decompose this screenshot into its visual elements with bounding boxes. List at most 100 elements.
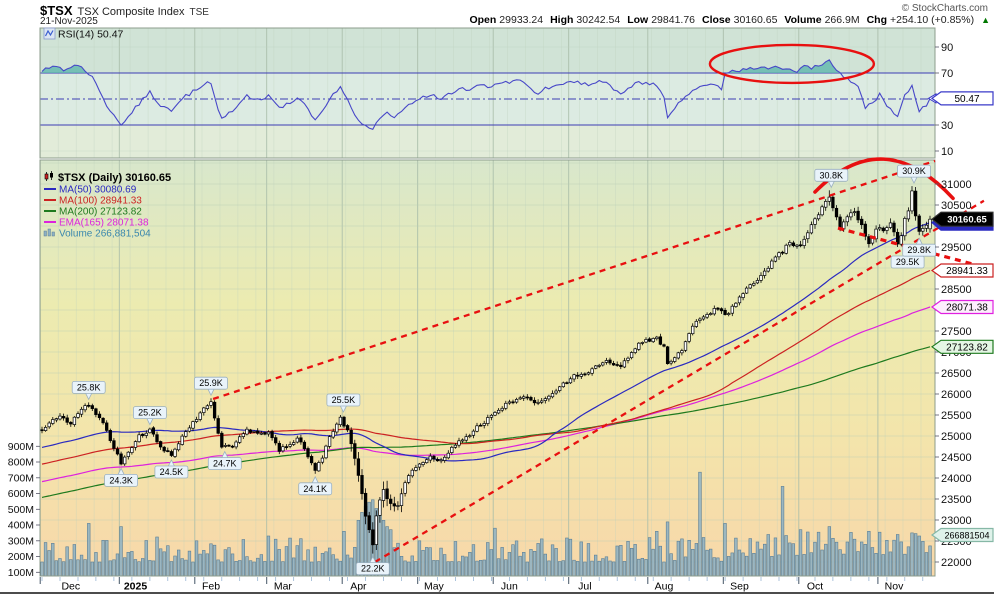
rsi-legend: RSI(14) 50.47 xyxy=(43,27,124,41)
svg-text:24500: 24500 xyxy=(941,452,972,464)
ma100-line xyxy=(41,269,931,465)
svg-text:30160.65: 30160.65 xyxy=(947,215,987,226)
price-callout: 30.9K xyxy=(897,164,931,184)
ma200-legend-label: MA(200) 27123.82 xyxy=(59,207,142,218)
svg-text:22000: 22000 xyxy=(941,557,972,569)
main-panel-border xyxy=(39,159,936,577)
axis-value-tag: 28941.33 xyxy=(930,263,994,278)
rsi-legend-label: RSI(14) 50.47 xyxy=(58,29,124,41)
svg-text:50.47: 50.47 xyxy=(954,94,979,105)
svg-text:26500: 26500 xyxy=(941,368,972,380)
svg-text:25.5K: 25.5K xyxy=(332,395,356,405)
svg-text:27123.82: 27123.82 xyxy=(946,342,988,353)
quote-close: Close 30160.65 xyxy=(702,14,778,26)
svg-text:25.8K: 25.8K xyxy=(77,382,101,392)
chart-layers-over: 25.8K 25.2K 24.3K 24.5K 25.9K 24.7K 24.1K 25.5K… xyxy=(8,42,994,593)
svg-text:25500: 25500 xyxy=(941,410,972,422)
month-labels: Dec 2025 Feb Mar Apr May Jun Jul Aug Sep Oct Nov xyxy=(61,581,904,593)
price-callout: 25.8K xyxy=(71,380,106,401)
ema165-line xyxy=(41,306,931,483)
price-callout: 24.5K xyxy=(154,459,189,479)
ema165-legend-label: EMA(165) 28071.38 xyxy=(59,218,149,229)
svg-text:29500: 29500 xyxy=(941,242,972,254)
svg-text:Aug: Aug xyxy=(655,581,674,593)
svg-text:100M: 100M xyxy=(8,567,34,579)
price-callout: 25.9K xyxy=(194,376,228,397)
svg-text:30.9K: 30.9K xyxy=(902,166,926,176)
svg-text:31000: 31000 xyxy=(941,179,972,191)
svg-text:28941.33: 28941.33 xyxy=(946,266,988,277)
axis-value-tag: 30160.65 xyxy=(931,211,994,227)
svg-text:29.5K: 29.5K xyxy=(896,257,920,267)
price-callout: 30.8K xyxy=(814,168,849,189)
price-callout: 22.2K xyxy=(355,555,390,575)
svg-text:Dec: Dec xyxy=(61,581,80,593)
ma100-legend-label: MA(100) 28941.33 xyxy=(59,196,142,207)
svg-text:May: May xyxy=(424,581,445,593)
candlestick-icon xyxy=(44,171,53,181)
quote-low: Low 29841.76 xyxy=(627,14,696,26)
price-callout: 25.5K xyxy=(326,393,361,413)
price-callout: 24.3K xyxy=(104,467,138,487)
svg-text:24.5K: 24.5K xyxy=(160,467,184,477)
axis-value-tag: 27123.82 xyxy=(930,339,994,354)
svg-text:200M: 200M xyxy=(8,551,34,563)
svg-text:25.2K: 25.2K xyxy=(138,408,162,418)
svg-text:Nov: Nov xyxy=(885,581,904,593)
rsi-line xyxy=(41,59,931,130)
symbol-label: $TSX xyxy=(40,3,73,18)
svg-text:22.2K: 22.2K xyxy=(361,564,385,574)
price-callout: 24.7K xyxy=(207,450,242,471)
svg-text:30: 30 xyxy=(941,120,953,132)
svg-text:266881504: 266881504 xyxy=(944,531,989,541)
date-axis xyxy=(0,577,994,594)
quote-volume: Volume 266.9M xyxy=(784,14,860,26)
svg-text:24000: 24000 xyxy=(941,473,972,485)
chart-title: $TSX TSX Composite Index TSE xyxy=(40,2,209,20)
axis-value-tag: 266881504 xyxy=(930,527,994,543)
svg-text:70: 70 xyxy=(941,68,953,80)
svg-text:Jul: Jul xyxy=(578,581,591,593)
chart-date: 21-Nov-2025 xyxy=(40,16,98,27)
quote-high: High 30242.54 xyxy=(550,14,621,26)
svg-text:29.8K: 29.8K xyxy=(907,245,931,255)
rsi-zigzag-icon xyxy=(44,29,54,37)
main-legend: $TSX (Daily) 30160.65 MA(50) 30080.69 MA… xyxy=(43,171,171,240)
svg-text:Sep: Sep xyxy=(730,581,749,593)
svg-text:28071.38: 28071.38 xyxy=(946,303,988,314)
svg-text:300M: 300M xyxy=(8,535,34,547)
svg-text:900M: 900M xyxy=(8,441,34,453)
trendline-1 xyxy=(212,159,936,401)
svg-text:700M: 700M xyxy=(8,472,34,484)
svg-text:Apr: Apr xyxy=(350,581,367,593)
svg-text:600M: 600M xyxy=(8,488,34,500)
svg-text:800M: 800M xyxy=(8,457,34,469)
svg-text:500M: 500M xyxy=(8,504,34,516)
svg-text:Jun: Jun xyxy=(501,581,518,593)
svg-text:27500: 27500 xyxy=(941,326,972,338)
ma200-line xyxy=(41,346,931,498)
quote-bar: Open 29933.24 High 30242.54 Low 29841.76 Cl… xyxy=(469,14,990,26)
index-name: TSX Composite Index xyxy=(77,6,185,18)
svg-text:24.1K: 24.1K xyxy=(303,484,327,494)
svg-text:90: 90 xyxy=(941,42,953,54)
svg-text:24.3K: 24.3K xyxy=(109,475,133,485)
svg-text:25000: 25000 xyxy=(941,431,972,443)
rsi-ellipse-annotation xyxy=(708,43,876,85)
svg-text:28500: 28500 xyxy=(941,284,972,296)
exchange-label: TSE xyxy=(189,7,209,18)
svg-text:23500: 23500 xyxy=(941,494,972,506)
svg-text:30.8K: 30.8K xyxy=(820,170,844,180)
trendline-2 xyxy=(374,199,985,563)
svg-text:Oct: Oct xyxy=(807,581,823,593)
quote-open: Open 29933.24 xyxy=(469,14,544,26)
svg-text:2025: 2025 xyxy=(124,581,148,593)
axis-value-tag: 50.47 xyxy=(927,91,994,106)
axis-value-tag: 28071.38 xyxy=(930,299,994,315)
svg-text:25.9K: 25.9K xyxy=(199,378,223,388)
volume-legend-label: Volume 266,881,504 xyxy=(59,229,151,240)
svg-text:24.7K: 24.7K xyxy=(213,459,237,469)
price-callout: 24.1K xyxy=(298,475,333,496)
